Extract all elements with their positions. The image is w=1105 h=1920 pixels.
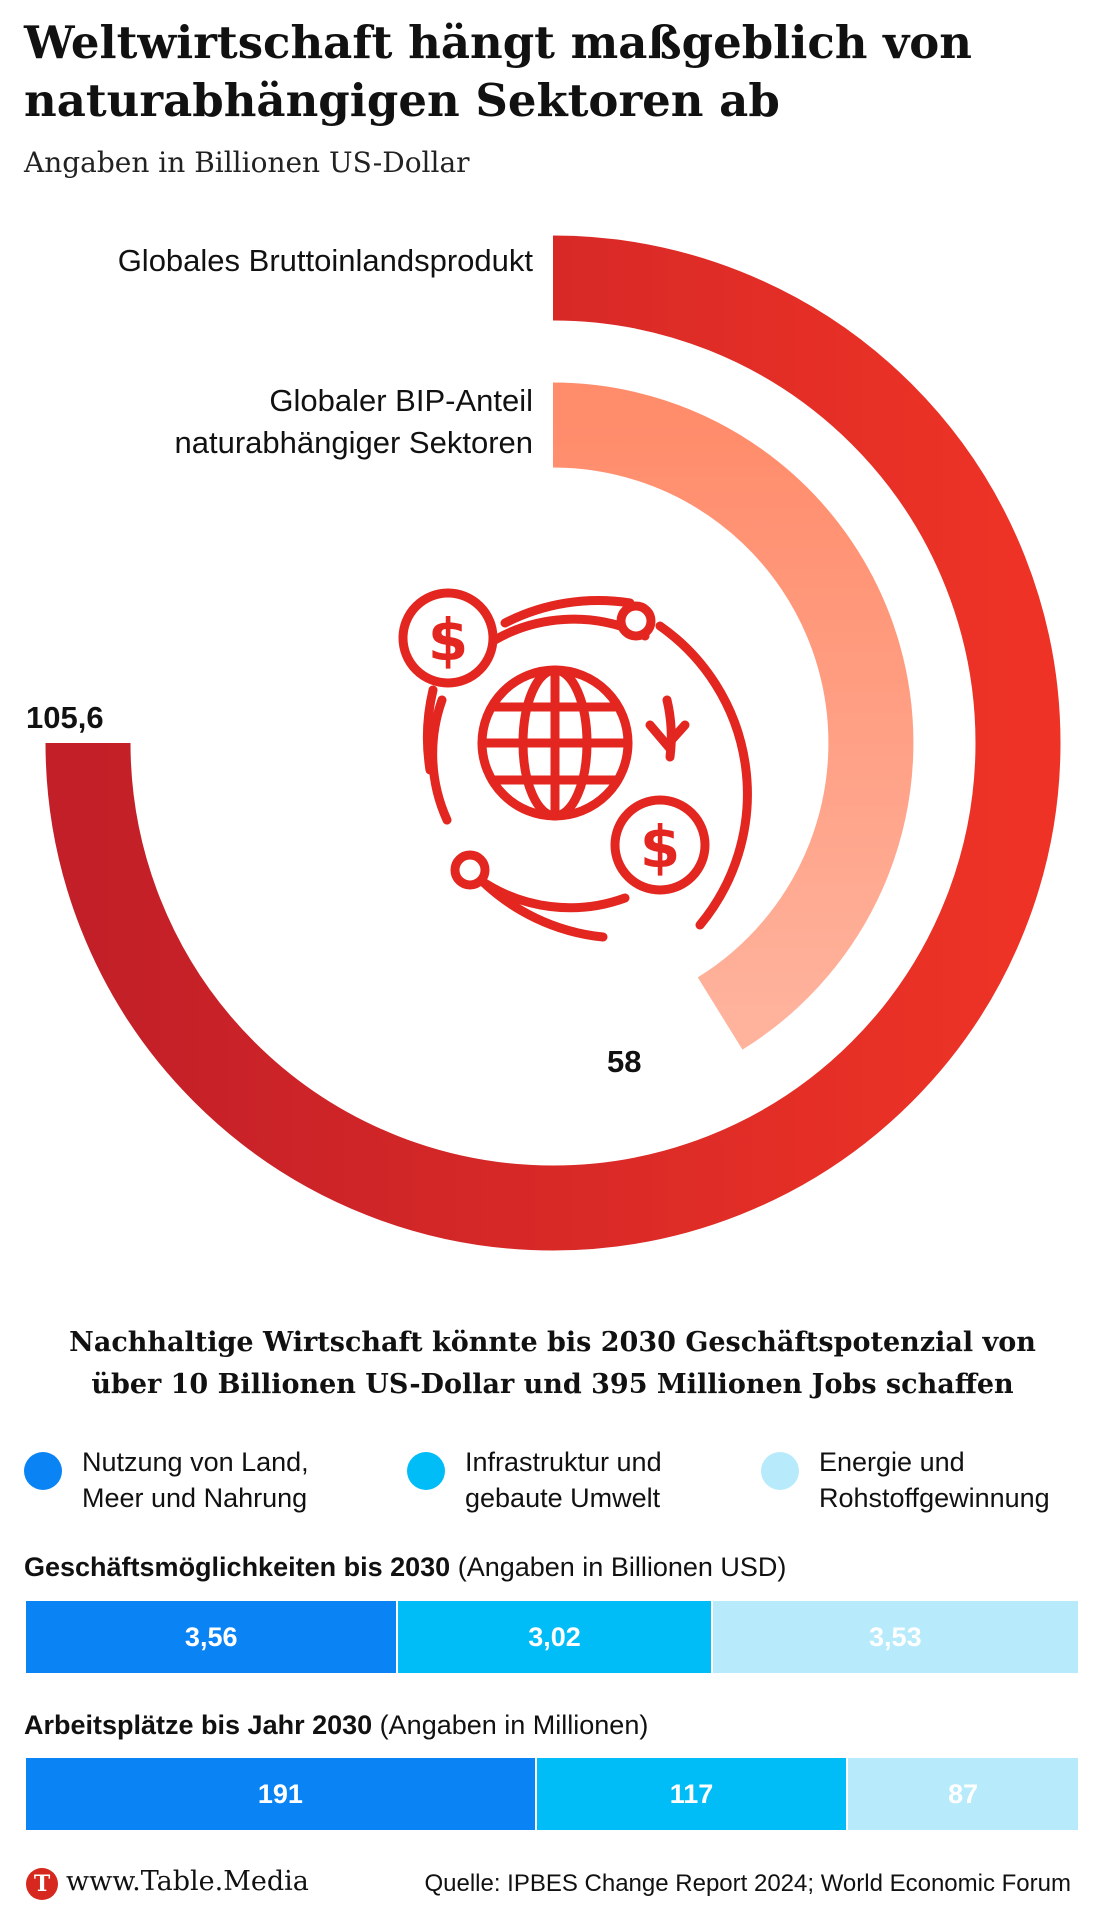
bar-segment-1: 191 (26, 1758, 535, 1830)
legend-swatch (761, 1452, 799, 1490)
legend-label: Energie und Rohstoffgewinnung (819, 1447, 1050, 1513)
bar-heading-unit: (Angaben in Billionen USD) (457, 1552, 787, 1582)
stacked-bar-geschaeft: 3,56 3,02 3,53 (26, 1601, 1078, 1673)
bar-segment-2: 3,02 (396, 1601, 711, 1673)
stacked-bar-arbeit: 191 117 87 (26, 1758, 1078, 1830)
legend: Nutzung von Land, Meer und Nahrung Infra… (24, 1444, 1084, 1524)
bar-heading-arbeit: Arbeitsplätze bis Jahr 2030 (Angaben in … (24, 1710, 648, 1741)
series-label-naturabhaengige-sektoren: Globaler BIP-Anteil naturabhängiger Sekt… (174, 383, 533, 460)
bar-segment-1: 3,56 (26, 1601, 397, 1673)
bar-value-label: 3,56 (184, 1621, 238, 1652)
arc-globales-bip (45, 235, 1061, 1251)
bar-segment-3: 87 (846, 1758, 1078, 1830)
footer-source: Quelle: IPBES Change Report 2024; World … (424, 1870, 1071, 1897)
page-subtitle: Angaben in Billionen US-Dollar (24, 146, 470, 179)
bar-value-label: 3,53 (869, 1621, 922, 1652)
page-title: Weltwirtschaft hängt maßgeblich von natu… (24, 16, 973, 127)
table-media-logo: T (26, 1868, 58, 1900)
series-label-globales-bip: Globales Bruttoinlandsprodukt (117, 243, 533, 278)
section-title: Nachhaltige Wirtschaft könnte bis 2030 G… (0, 1322, 1105, 1406)
value-label-globales-bip: 105,6 (26, 700, 104, 735)
bar-value-label: 3,02 (528, 1621, 581, 1652)
bar-heading-geschaeft: Geschäftsmöglichkeiten bis 2030 (Angaben… (24, 1552, 786, 1583)
radial-bar-chart: $ $ (45, 235, 1061, 1251)
section-title-text: Nachhaltige Wirtschaft könnte bis 2030 G… (69, 1327, 1036, 1400)
bar-heading-unit: (Angaben in Millionen) (379, 1710, 649, 1740)
value-label-naturabhaengige-sektoren: 58 (607, 1044, 642, 1079)
legend-swatch (24, 1452, 62, 1490)
footer-site[interactable]: www.Table.Media (66, 1866, 309, 1897)
arc-naturabhaengige-sektoren (552, 382, 914, 1050)
dollar-sign-icon: $ (640, 813, 680, 881)
dollar-sign-icon: $ (428, 606, 468, 674)
legend-swatch (407, 1452, 445, 1490)
legend-label: Nutzung von Land, Meer und Nahrung (82, 1447, 309, 1513)
legend-label: Infrastruktur und gebaute Umwelt (465, 1447, 662, 1513)
bar-value-label: 191 (257, 1778, 303, 1809)
bar-value-label: 117 (669, 1778, 714, 1809)
bar-value-label: 87 (948, 1778, 979, 1809)
bar-heading-bold: Geschäftsmöglichkeiten bis 2030 (24, 1552, 451, 1582)
dollar-globe-cycle-icon (398, 588, 752, 942)
bar-segment-3: 3,53 (710, 1601, 1078, 1673)
bar-heading-bold: Arbeitsplätze bis Jahr 2030 (24, 1710, 373, 1740)
bar-segment-2: 117 (534, 1758, 847, 1830)
